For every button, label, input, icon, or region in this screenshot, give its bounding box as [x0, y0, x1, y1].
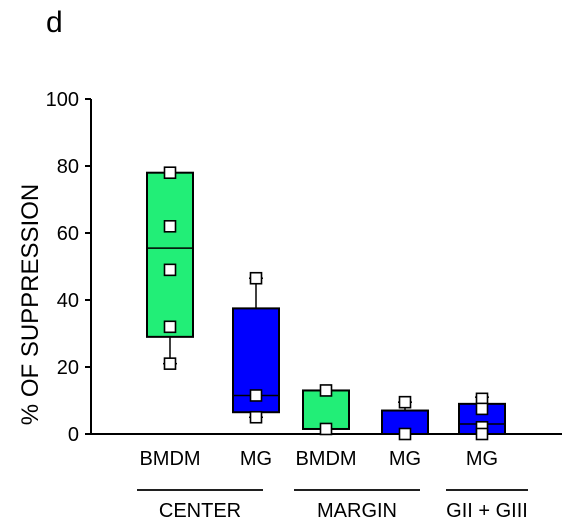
x-category-label: MG — [240, 448, 272, 470]
data-point — [398, 427, 412, 441]
group-label: CENTER — [159, 500, 241, 522]
y-tick-label: 0 — [68, 424, 79, 446]
box-center-bmdm — [146, 171, 194, 338]
data-point — [163, 320, 177, 334]
y-tick-label: 60 — [57, 223, 79, 245]
y-tick-label: 20 — [57, 357, 79, 379]
data-point — [249, 271, 263, 285]
y-axis-label: % OF SUPPRESSION — [17, 184, 44, 425]
x-category-label: BMDM — [139, 448, 200, 470]
x-category-label: MG — [389, 448, 421, 470]
group-label: GII + GIII — [446, 500, 528, 522]
group-label: MARGIN — [317, 500, 397, 522]
data-point — [319, 384, 333, 397]
data-point — [163, 220, 177, 233]
data-point — [398, 395, 412, 409]
data-point — [319, 422, 333, 436]
y-tick-label: 40 — [57, 290, 79, 312]
data-point — [163, 166, 177, 179]
data-point — [475, 427, 489, 441]
y-tick-label: 80 — [57, 156, 79, 178]
data-point — [163, 357, 177, 370]
y-tick-label: 100 — [46, 89, 79, 111]
data-point — [249, 389, 263, 402]
data-point — [163, 263, 177, 277]
panel-label: d — [46, 6, 63, 39]
data-point — [475, 402, 489, 416]
x-category-label: BMDM — [295, 448, 356, 470]
x-category-label: MG — [466, 448, 498, 470]
data-point — [249, 410, 263, 424]
